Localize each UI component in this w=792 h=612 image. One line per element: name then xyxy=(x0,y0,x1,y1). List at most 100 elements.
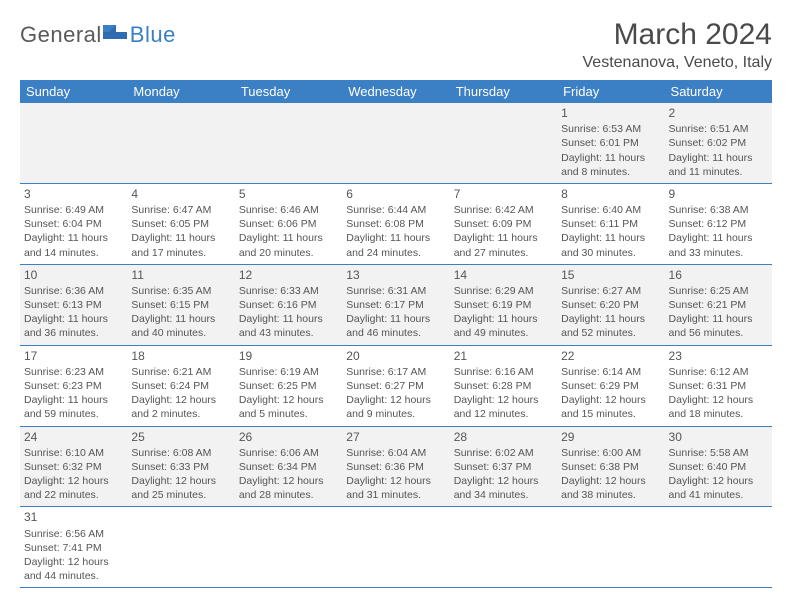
day-daylight1: Daylight: 12 hours xyxy=(669,474,768,488)
day-number: 8 xyxy=(561,186,660,202)
day-daylight2: and 28 minutes. xyxy=(239,488,338,502)
day-daylight1: Daylight: 12 hours xyxy=(131,474,230,488)
day-sunrise: Sunrise: 6:35 AM xyxy=(131,284,230,298)
day-daylight1: Daylight: 12 hours xyxy=(239,474,338,488)
day-number: 9 xyxy=(669,186,768,202)
calendar-day-cell: 9Sunrise: 6:38 AMSunset: 6:12 PMDaylight… xyxy=(665,183,772,264)
day-daylight1: Daylight: 12 hours xyxy=(561,393,660,407)
day-sunrise: Sunrise: 6:23 AM xyxy=(24,365,123,379)
day-daylight1: Daylight: 11 hours xyxy=(131,231,230,245)
calendar-day-cell: 23Sunrise: 6:12 AMSunset: 6:31 PMDayligh… xyxy=(665,345,772,426)
weekday-header: Thursday xyxy=(450,80,557,103)
day-number: 7 xyxy=(454,186,553,202)
day-daylight2: and 15 minutes. xyxy=(561,407,660,421)
weekday-header: Friday xyxy=(557,80,664,103)
calendar-day-cell: 20Sunrise: 6:17 AMSunset: 6:27 PMDayligh… xyxy=(342,345,449,426)
day-daylight1: Daylight: 12 hours xyxy=(669,393,768,407)
calendar-week-row: 3Sunrise: 6:49 AMSunset: 6:04 PMDaylight… xyxy=(20,183,772,264)
day-daylight1: Daylight: 11 hours xyxy=(669,151,768,165)
day-number: 19 xyxy=(239,348,338,364)
calendar-day-cell xyxy=(235,103,342,183)
day-sunrise: Sunrise: 6:00 AM xyxy=(561,446,660,460)
weekday-header: Wednesday xyxy=(342,80,449,103)
flag-icon xyxy=(103,23,129,48)
day-sunset: Sunset: 6:40 PM xyxy=(669,460,768,474)
day-sunrise: Sunrise: 6:53 AM xyxy=(561,122,660,136)
day-daylight2: and 38 minutes. xyxy=(561,488,660,502)
day-number: 3 xyxy=(24,186,123,202)
day-sunrise: Sunrise: 6:27 AM xyxy=(561,284,660,298)
day-sunrise: Sunrise: 6:49 AM xyxy=(24,203,123,217)
day-sunrise: Sunrise: 6:56 AM xyxy=(24,527,123,541)
day-number: 14 xyxy=(454,267,553,283)
day-sunset: Sunset: 6:32 PM xyxy=(24,460,123,474)
day-daylight1: Daylight: 12 hours xyxy=(24,555,123,569)
day-sunset: Sunset: 6:09 PM xyxy=(454,217,553,231)
day-daylight1: Daylight: 11 hours xyxy=(131,312,230,326)
day-daylight1: Daylight: 11 hours xyxy=(454,312,553,326)
title-block: March 2024 Vestenanova, Veneto, Italy xyxy=(583,18,772,72)
day-number: 30 xyxy=(669,429,768,445)
calendar-day-cell: 18Sunrise: 6:21 AMSunset: 6:24 PMDayligh… xyxy=(127,345,234,426)
day-sunrise: Sunrise: 6:14 AM xyxy=(561,365,660,379)
day-daylight2: and 25 minutes. xyxy=(131,488,230,502)
day-number: 26 xyxy=(239,429,338,445)
day-daylight2: and 33 minutes. xyxy=(669,246,768,260)
day-number: 21 xyxy=(454,348,553,364)
day-daylight1: Daylight: 11 hours xyxy=(561,231,660,245)
day-daylight2: and 24 minutes. xyxy=(346,246,445,260)
brand-part2: Blue xyxy=(130,22,176,48)
day-daylight2: and 9 minutes. xyxy=(346,407,445,421)
weekday-header: Sunday xyxy=(20,80,127,103)
day-sunset: Sunset: 7:41 PM xyxy=(24,541,123,555)
day-sunset: Sunset: 6:24 PM xyxy=(131,379,230,393)
calendar-day-cell: 6Sunrise: 6:44 AMSunset: 6:08 PMDaylight… xyxy=(342,183,449,264)
day-number: 24 xyxy=(24,429,123,445)
day-daylight2: and 36 minutes. xyxy=(24,326,123,340)
calendar-week-row: 17Sunrise: 6:23 AMSunset: 6:23 PMDayligh… xyxy=(20,345,772,426)
day-number: 11 xyxy=(131,267,230,283)
calendar-day-cell xyxy=(450,507,557,588)
calendar-day-cell xyxy=(557,507,664,588)
calendar-day-cell: 16Sunrise: 6:25 AMSunset: 6:21 PMDayligh… xyxy=(665,264,772,345)
day-sunrise: Sunrise: 5:58 AM xyxy=(669,446,768,460)
day-number: 29 xyxy=(561,429,660,445)
calendar-day-cell: 3Sunrise: 6:49 AMSunset: 6:04 PMDaylight… xyxy=(20,183,127,264)
day-daylight2: and 52 minutes. xyxy=(561,326,660,340)
calendar-body: 1Sunrise: 6:53 AMSunset: 6:01 PMDaylight… xyxy=(20,103,772,588)
day-sunset: Sunset: 6:36 PM xyxy=(346,460,445,474)
day-sunrise: Sunrise: 6:12 AM xyxy=(669,365,768,379)
page-header: General Blue March 2024 Vestenanova, Ven… xyxy=(20,18,772,72)
day-number: 22 xyxy=(561,348,660,364)
day-sunset: Sunset: 6:06 PM xyxy=(239,217,338,231)
day-daylight2: and 27 minutes. xyxy=(454,246,553,260)
calendar-day-cell xyxy=(342,507,449,588)
day-daylight2: and 49 minutes. xyxy=(454,326,553,340)
day-sunrise: Sunrise: 6:06 AM xyxy=(239,446,338,460)
day-daylight2: and 34 minutes. xyxy=(454,488,553,502)
day-sunset: Sunset: 6:21 PM xyxy=(669,298,768,312)
calendar-day-cell: 21Sunrise: 6:16 AMSunset: 6:28 PMDayligh… xyxy=(450,345,557,426)
day-daylight2: and 17 minutes. xyxy=(131,246,230,260)
day-sunrise: Sunrise: 6:47 AM xyxy=(131,203,230,217)
day-daylight1: Daylight: 11 hours xyxy=(24,231,123,245)
calendar-week-row: 1Sunrise: 6:53 AMSunset: 6:01 PMDaylight… xyxy=(20,103,772,183)
day-sunset: Sunset: 6:15 PM xyxy=(131,298,230,312)
day-sunset: Sunset: 6:29 PM xyxy=(561,379,660,393)
day-sunrise: Sunrise: 6:19 AM xyxy=(239,365,338,379)
calendar-day-cell: 7Sunrise: 6:42 AMSunset: 6:09 PMDaylight… xyxy=(450,183,557,264)
day-sunrise: Sunrise: 6:36 AM xyxy=(24,284,123,298)
day-daylight1: Daylight: 12 hours xyxy=(346,393,445,407)
day-daylight1: Daylight: 11 hours xyxy=(346,231,445,245)
calendar-day-cell: 27Sunrise: 6:04 AMSunset: 6:36 PMDayligh… xyxy=(342,426,449,507)
day-number: 31 xyxy=(24,509,123,525)
calendar-day-cell: 30Sunrise: 5:58 AMSunset: 6:40 PMDayligh… xyxy=(665,426,772,507)
calendar-day-cell xyxy=(235,507,342,588)
calendar-day-cell: 8Sunrise: 6:40 AMSunset: 6:11 PMDaylight… xyxy=(557,183,664,264)
day-sunset: Sunset: 6:31 PM xyxy=(669,379,768,393)
calendar-day-cell: 15Sunrise: 6:27 AMSunset: 6:20 PMDayligh… xyxy=(557,264,664,345)
calendar-day-cell: 29Sunrise: 6:00 AMSunset: 6:38 PMDayligh… xyxy=(557,426,664,507)
day-number: 12 xyxy=(239,267,338,283)
day-daylight1: Daylight: 11 hours xyxy=(346,312,445,326)
day-sunset: Sunset: 6:13 PM xyxy=(24,298,123,312)
